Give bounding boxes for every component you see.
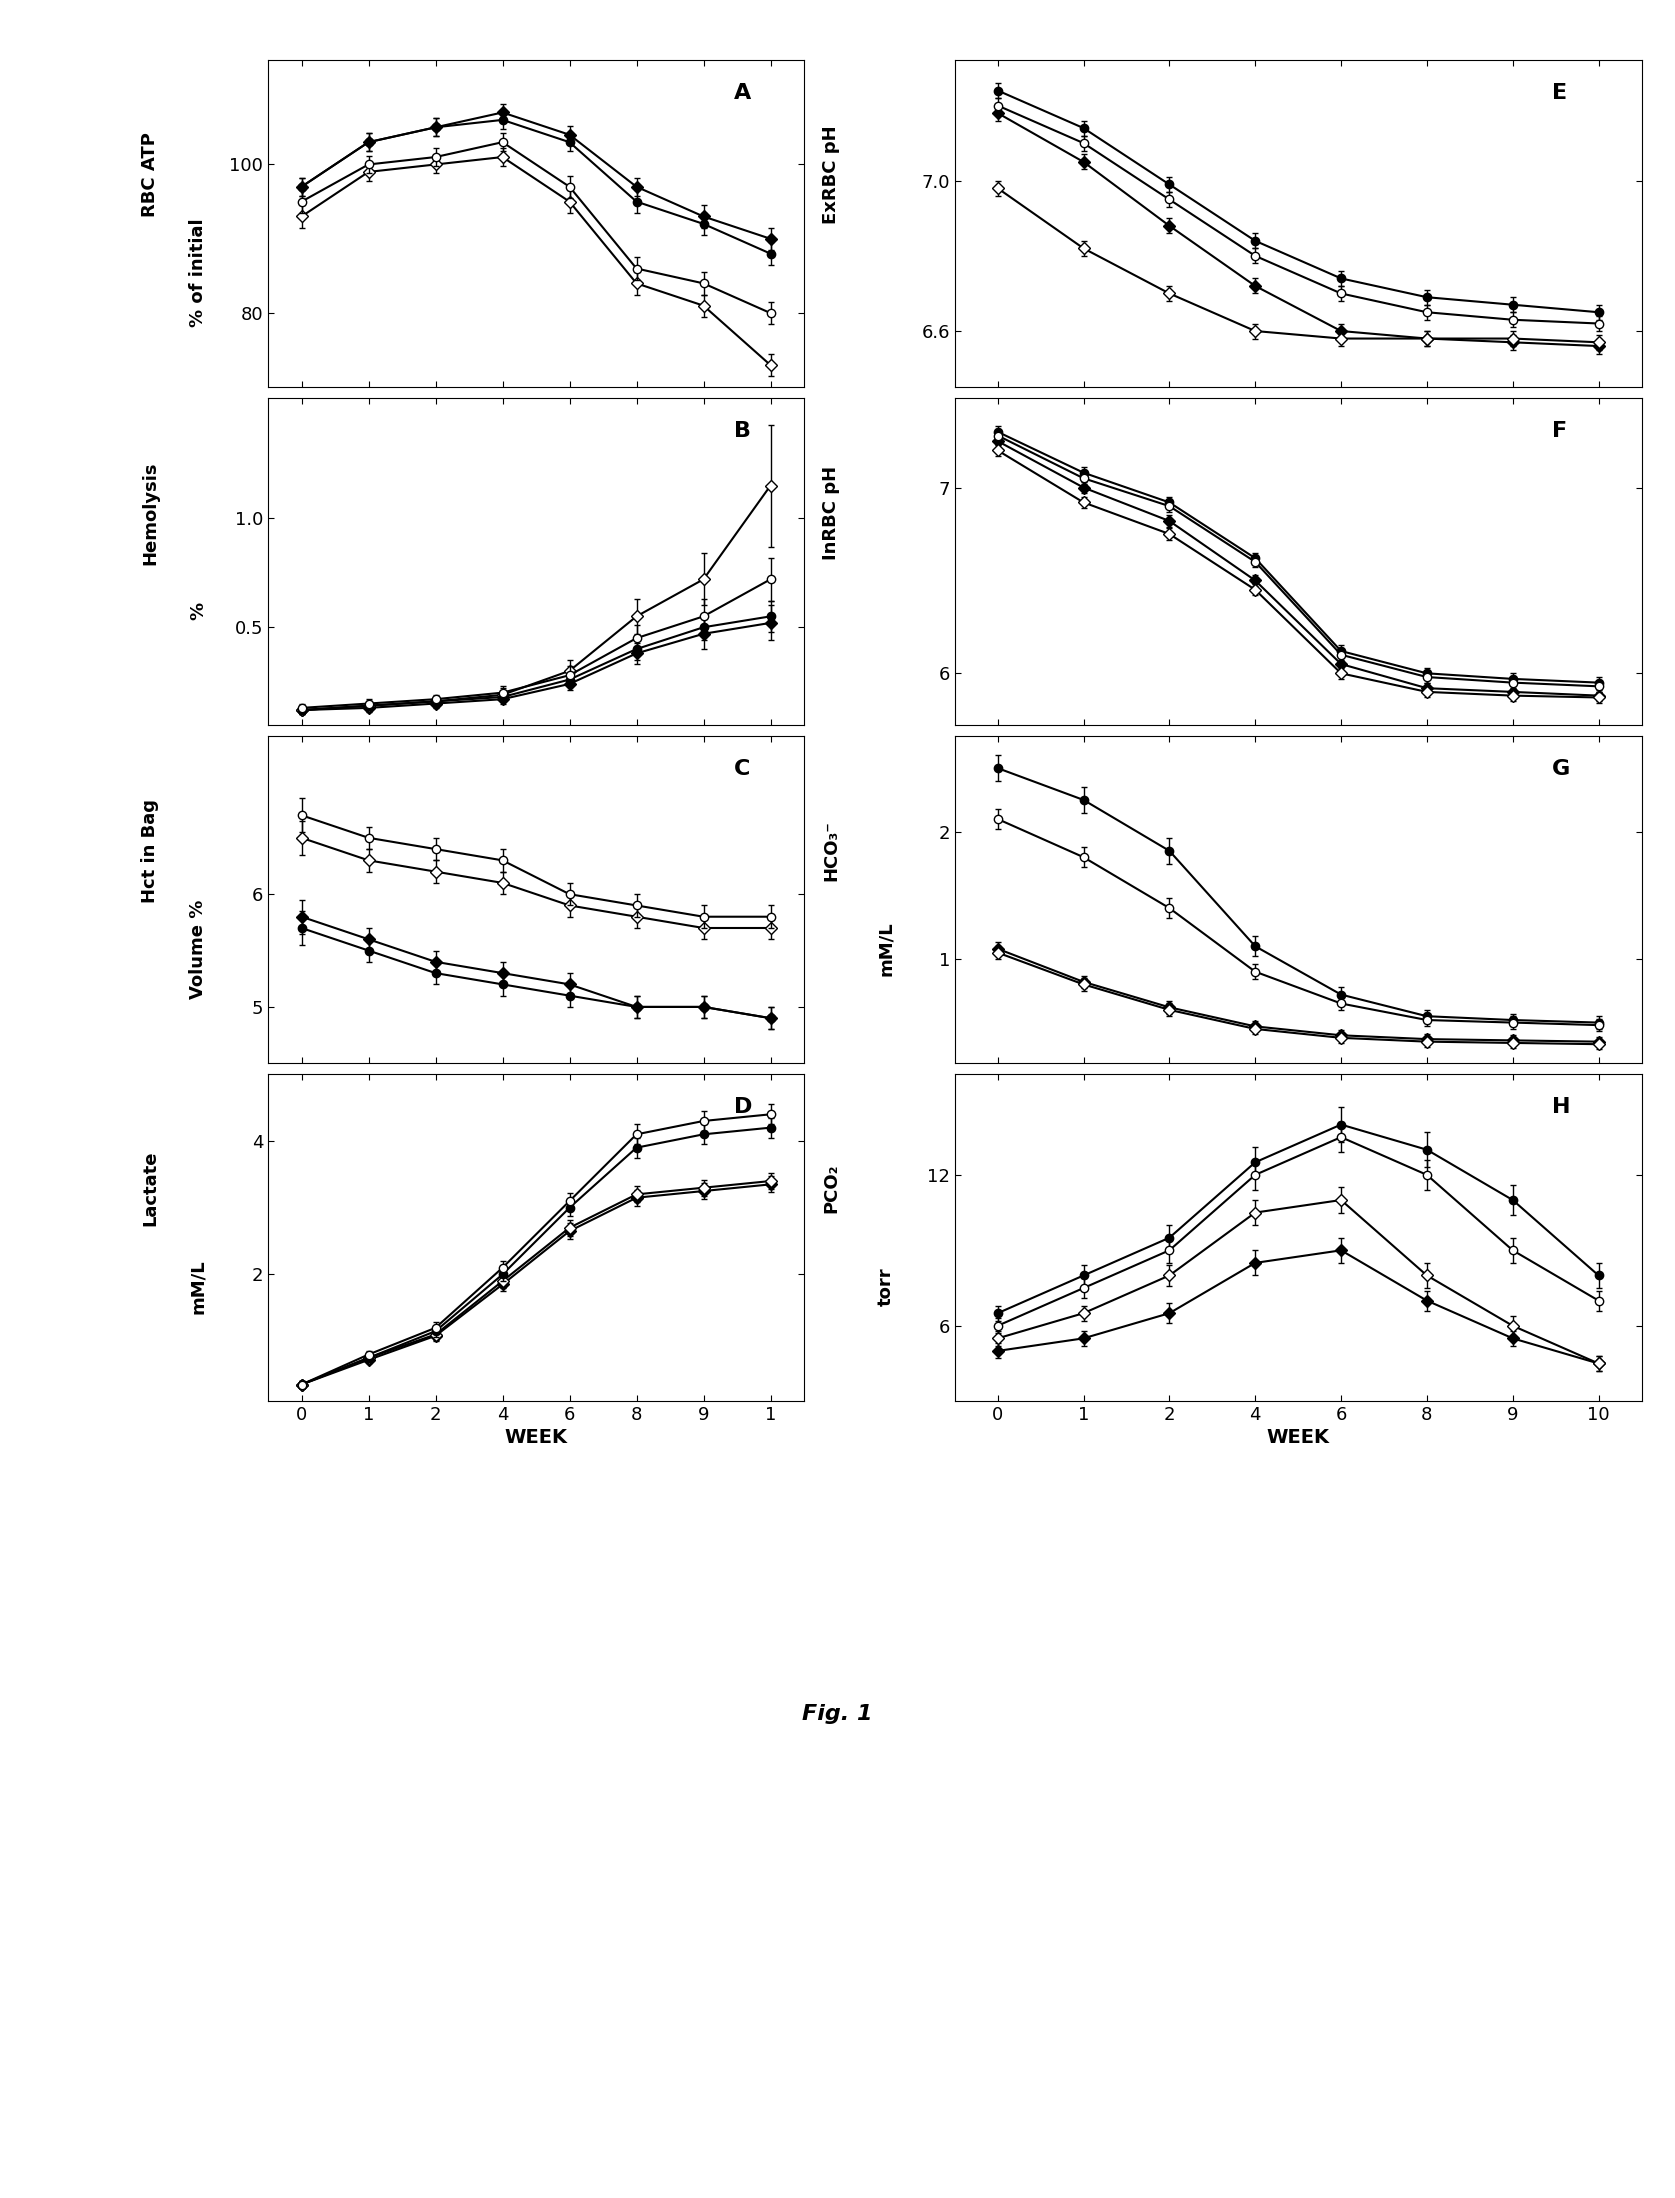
Text: %: %	[189, 602, 208, 620]
X-axis label: WEEK: WEEK	[504, 1429, 568, 1446]
Text: Lactate: Lactate	[141, 1152, 159, 1226]
Text: mM/L: mM/L	[189, 1259, 208, 1314]
Text: torr: torr	[878, 1268, 894, 1306]
Text: mM/L: mM/L	[878, 921, 894, 976]
Text: Hemolysis: Hemolysis	[141, 462, 159, 565]
Text: G: G	[1553, 758, 1571, 780]
Text: Fig. 1: Fig. 1	[802, 1703, 873, 1725]
Text: C: C	[734, 758, 750, 780]
Text: H: H	[1553, 1097, 1571, 1117]
Text: InRBC pH: InRBC pH	[822, 466, 841, 560]
Text: RBC ATP: RBC ATP	[141, 132, 159, 218]
Text: HCO₃⁻: HCO₃⁻	[822, 820, 841, 881]
Text: D: D	[734, 1097, 752, 1117]
Text: F: F	[1553, 422, 1568, 442]
Text: PCO₂: PCO₂	[822, 1165, 841, 1213]
Text: Volume %: Volume %	[189, 899, 208, 998]
Text: E: E	[1553, 84, 1568, 103]
Text: A: A	[734, 84, 752, 103]
Text: % of initial: % of initial	[189, 218, 208, 328]
Text: ExRBC pH: ExRBC pH	[822, 125, 841, 224]
Text: B: B	[734, 422, 752, 442]
Text: Hct in Bag: Hct in Bag	[141, 798, 159, 903]
X-axis label: WEEK: WEEK	[1266, 1429, 1330, 1446]
